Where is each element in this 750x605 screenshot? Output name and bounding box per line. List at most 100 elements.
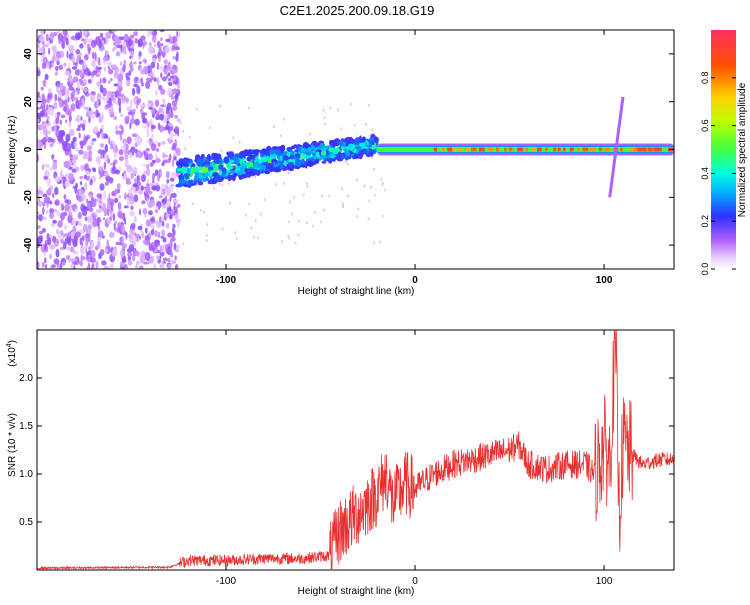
noise-blob <box>120 225 126 234</box>
noise-blob <box>131 108 137 113</box>
band-peak <box>582 147 589 152</box>
noise-blob <box>132 254 136 262</box>
signal-blob <box>242 173 248 179</box>
noise-blob <box>104 135 109 139</box>
signal-blob <box>320 150 327 156</box>
band-peak <box>517 147 524 152</box>
signal-blob <box>328 147 334 153</box>
noise-blob <box>150 76 154 81</box>
noise-blob <box>141 82 144 87</box>
noise-blob <box>114 188 118 195</box>
noise-blob <box>89 206 93 213</box>
noise-blob <box>79 69 83 76</box>
noise-blob <box>106 208 110 217</box>
noise-blob <box>42 216 47 220</box>
noise-blob <box>114 197 119 204</box>
noise-blob <box>40 102 46 110</box>
spectrogram-marks <box>37 30 674 269</box>
noise-blob <box>162 204 167 209</box>
noise-blob <box>42 206 45 215</box>
signal-blob <box>368 144 372 148</box>
band-peak <box>478 147 485 152</box>
noise-blob <box>144 185 151 193</box>
noise-blob <box>119 81 123 86</box>
noise-blob <box>120 36 125 41</box>
noise-blob <box>54 72 58 76</box>
noise-blob <box>150 61 156 69</box>
noise-blob <box>45 209 49 215</box>
noise-blob <box>78 198 83 203</box>
noise-blob <box>71 55 75 63</box>
band-peak <box>658 147 662 152</box>
noise-blob <box>91 59 96 68</box>
noise-blob <box>149 199 156 207</box>
noise-blob <box>151 229 155 236</box>
snr-multiplier-close: ) <box>7 340 18 343</box>
noise-blob <box>174 264 179 269</box>
noise-blob <box>86 266 90 269</box>
noise-blob <box>84 163 89 172</box>
noise-blob <box>65 37 69 46</box>
noise-blob <box>131 113 135 118</box>
noise-blob <box>42 78 47 88</box>
noise-blob <box>136 149 142 159</box>
band-peak <box>458 147 463 152</box>
noise-dot <box>238 141 241 144</box>
noise-blob <box>59 119 62 125</box>
noise-blob <box>65 119 68 124</box>
noise-dot <box>357 207 359 211</box>
signal-blob <box>368 148 373 154</box>
signal-blob <box>260 157 266 163</box>
noise-blob <box>38 230 43 235</box>
noise-blob <box>49 211 54 219</box>
noise-blob <box>163 257 167 261</box>
noise-blob <box>98 116 103 124</box>
signal-blob <box>310 150 316 154</box>
noise-blob <box>165 214 171 218</box>
noise-blob <box>107 66 111 70</box>
noise-blob <box>63 176 66 186</box>
noise-blob <box>175 54 179 62</box>
noise-blob <box>139 191 143 195</box>
noise-blob <box>89 216 94 224</box>
noise-blob <box>139 104 145 108</box>
signal-blob <box>220 176 225 181</box>
noise-blob <box>141 174 146 183</box>
noise-blob <box>73 62 78 66</box>
noise-blob <box>153 263 157 269</box>
noise-blob <box>160 37 163 42</box>
noise-blob <box>85 239 89 247</box>
noise-blob <box>121 44 127 54</box>
signal-blob <box>306 155 311 159</box>
noise-blob <box>49 208 54 214</box>
noise-blob <box>96 132 101 139</box>
noise-blob <box>164 65 168 69</box>
noise-blob <box>112 166 115 172</box>
noise-blob <box>66 255 70 261</box>
noise-blob <box>173 242 177 250</box>
noise-dot <box>350 103 352 106</box>
signal-blob <box>249 154 255 159</box>
signal-blob <box>207 166 214 171</box>
noise-blob <box>136 260 140 266</box>
noise-blob <box>72 185 76 189</box>
noise-blob <box>170 251 173 258</box>
noise-blob <box>127 111 133 116</box>
noise-blob <box>37 261 40 269</box>
noise-blob <box>173 199 179 204</box>
snr-x-tick-label: -100 <box>216 576 236 587</box>
noise-blob <box>97 230 104 238</box>
y-tick-label: -40 <box>23 237 34 252</box>
noise-blob <box>66 50 69 59</box>
noise-blob <box>42 163 45 171</box>
noise-blob <box>170 107 173 113</box>
noise-blob <box>44 163 50 168</box>
noise-blob <box>152 159 156 163</box>
noise-blob <box>124 192 127 200</box>
noise-blob <box>109 112 115 116</box>
snr-y-tick-label: 0.5 <box>19 517 33 528</box>
signal-blob <box>193 181 197 186</box>
noise-blob <box>162 237 167 243</box>
noise-blob <box>143 261 149 265</box>
